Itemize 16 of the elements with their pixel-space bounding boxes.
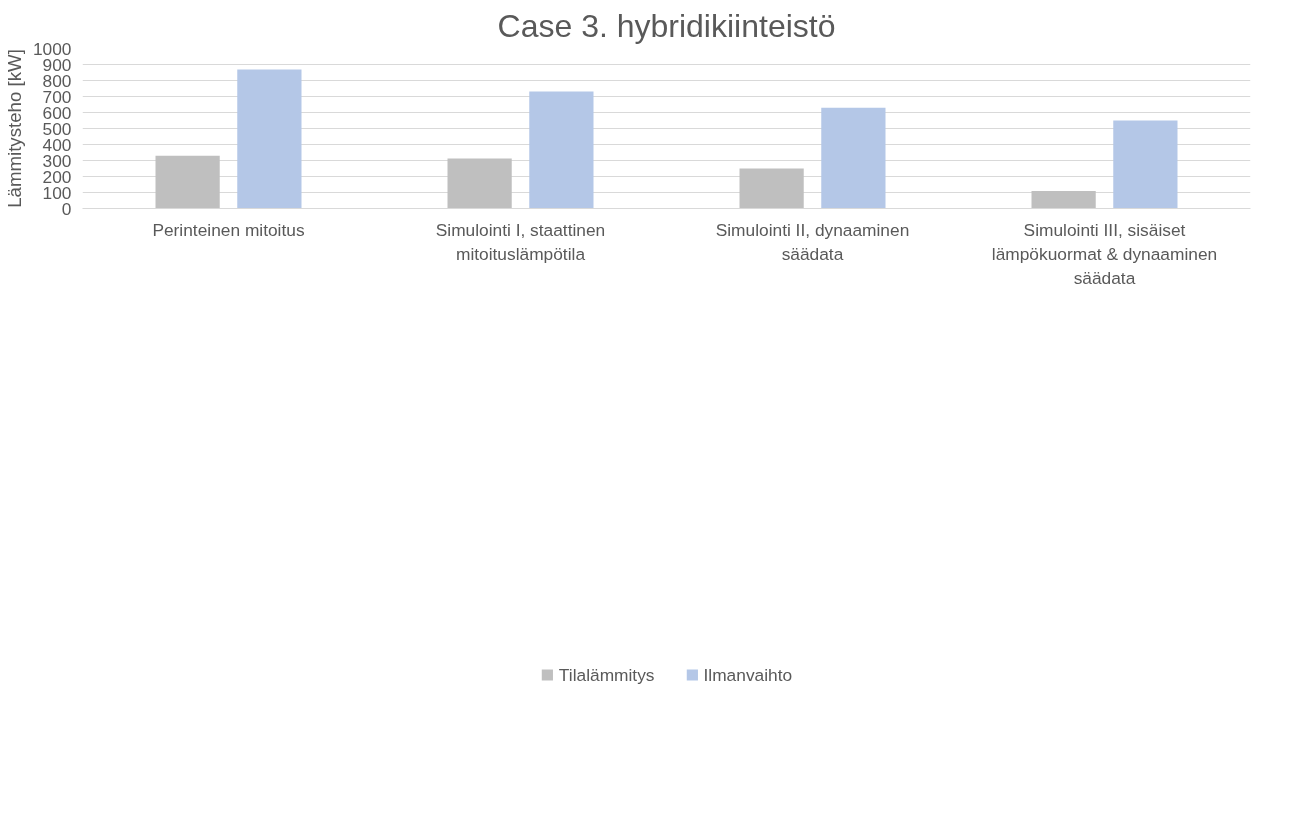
bar [529, 91, 594, 209]
legend-label: Ilmanvaihto [703, 664, 793, 686]
bar [447, 158, 512, 209]
x-tick-label: Simulointi III, sisäiset lämpökuormat & dynaaminen säädata [991, 219, 1218, 288]
chart-title: Case 3. hybridikiinteistö [497, 7, 836, 44]
x-tick-label: Simulointi I, staattinen mitoituslämpötila [435, 219, 606, 264]
bar [739, 168, 804, 209]
x-tick-label: Simulointi II, dynaaminen säädata [715, 219, 910, 264]
y-axis-title: Lämmitysteho [kW] [3, 49, 25, 208]
bar [1113, 120, 1178, 209]
legend-label: Tilalämmitys [558, 664, 655, 686]
bar [155, 155, 220, 209]
bar [821, 107, 886, 209]
bar [1031, 190, 1096, 209]
bar [237, 69, 302, 209]
x-tick-label: Perinteinen mitoitus [152, 219, 305, 240]
